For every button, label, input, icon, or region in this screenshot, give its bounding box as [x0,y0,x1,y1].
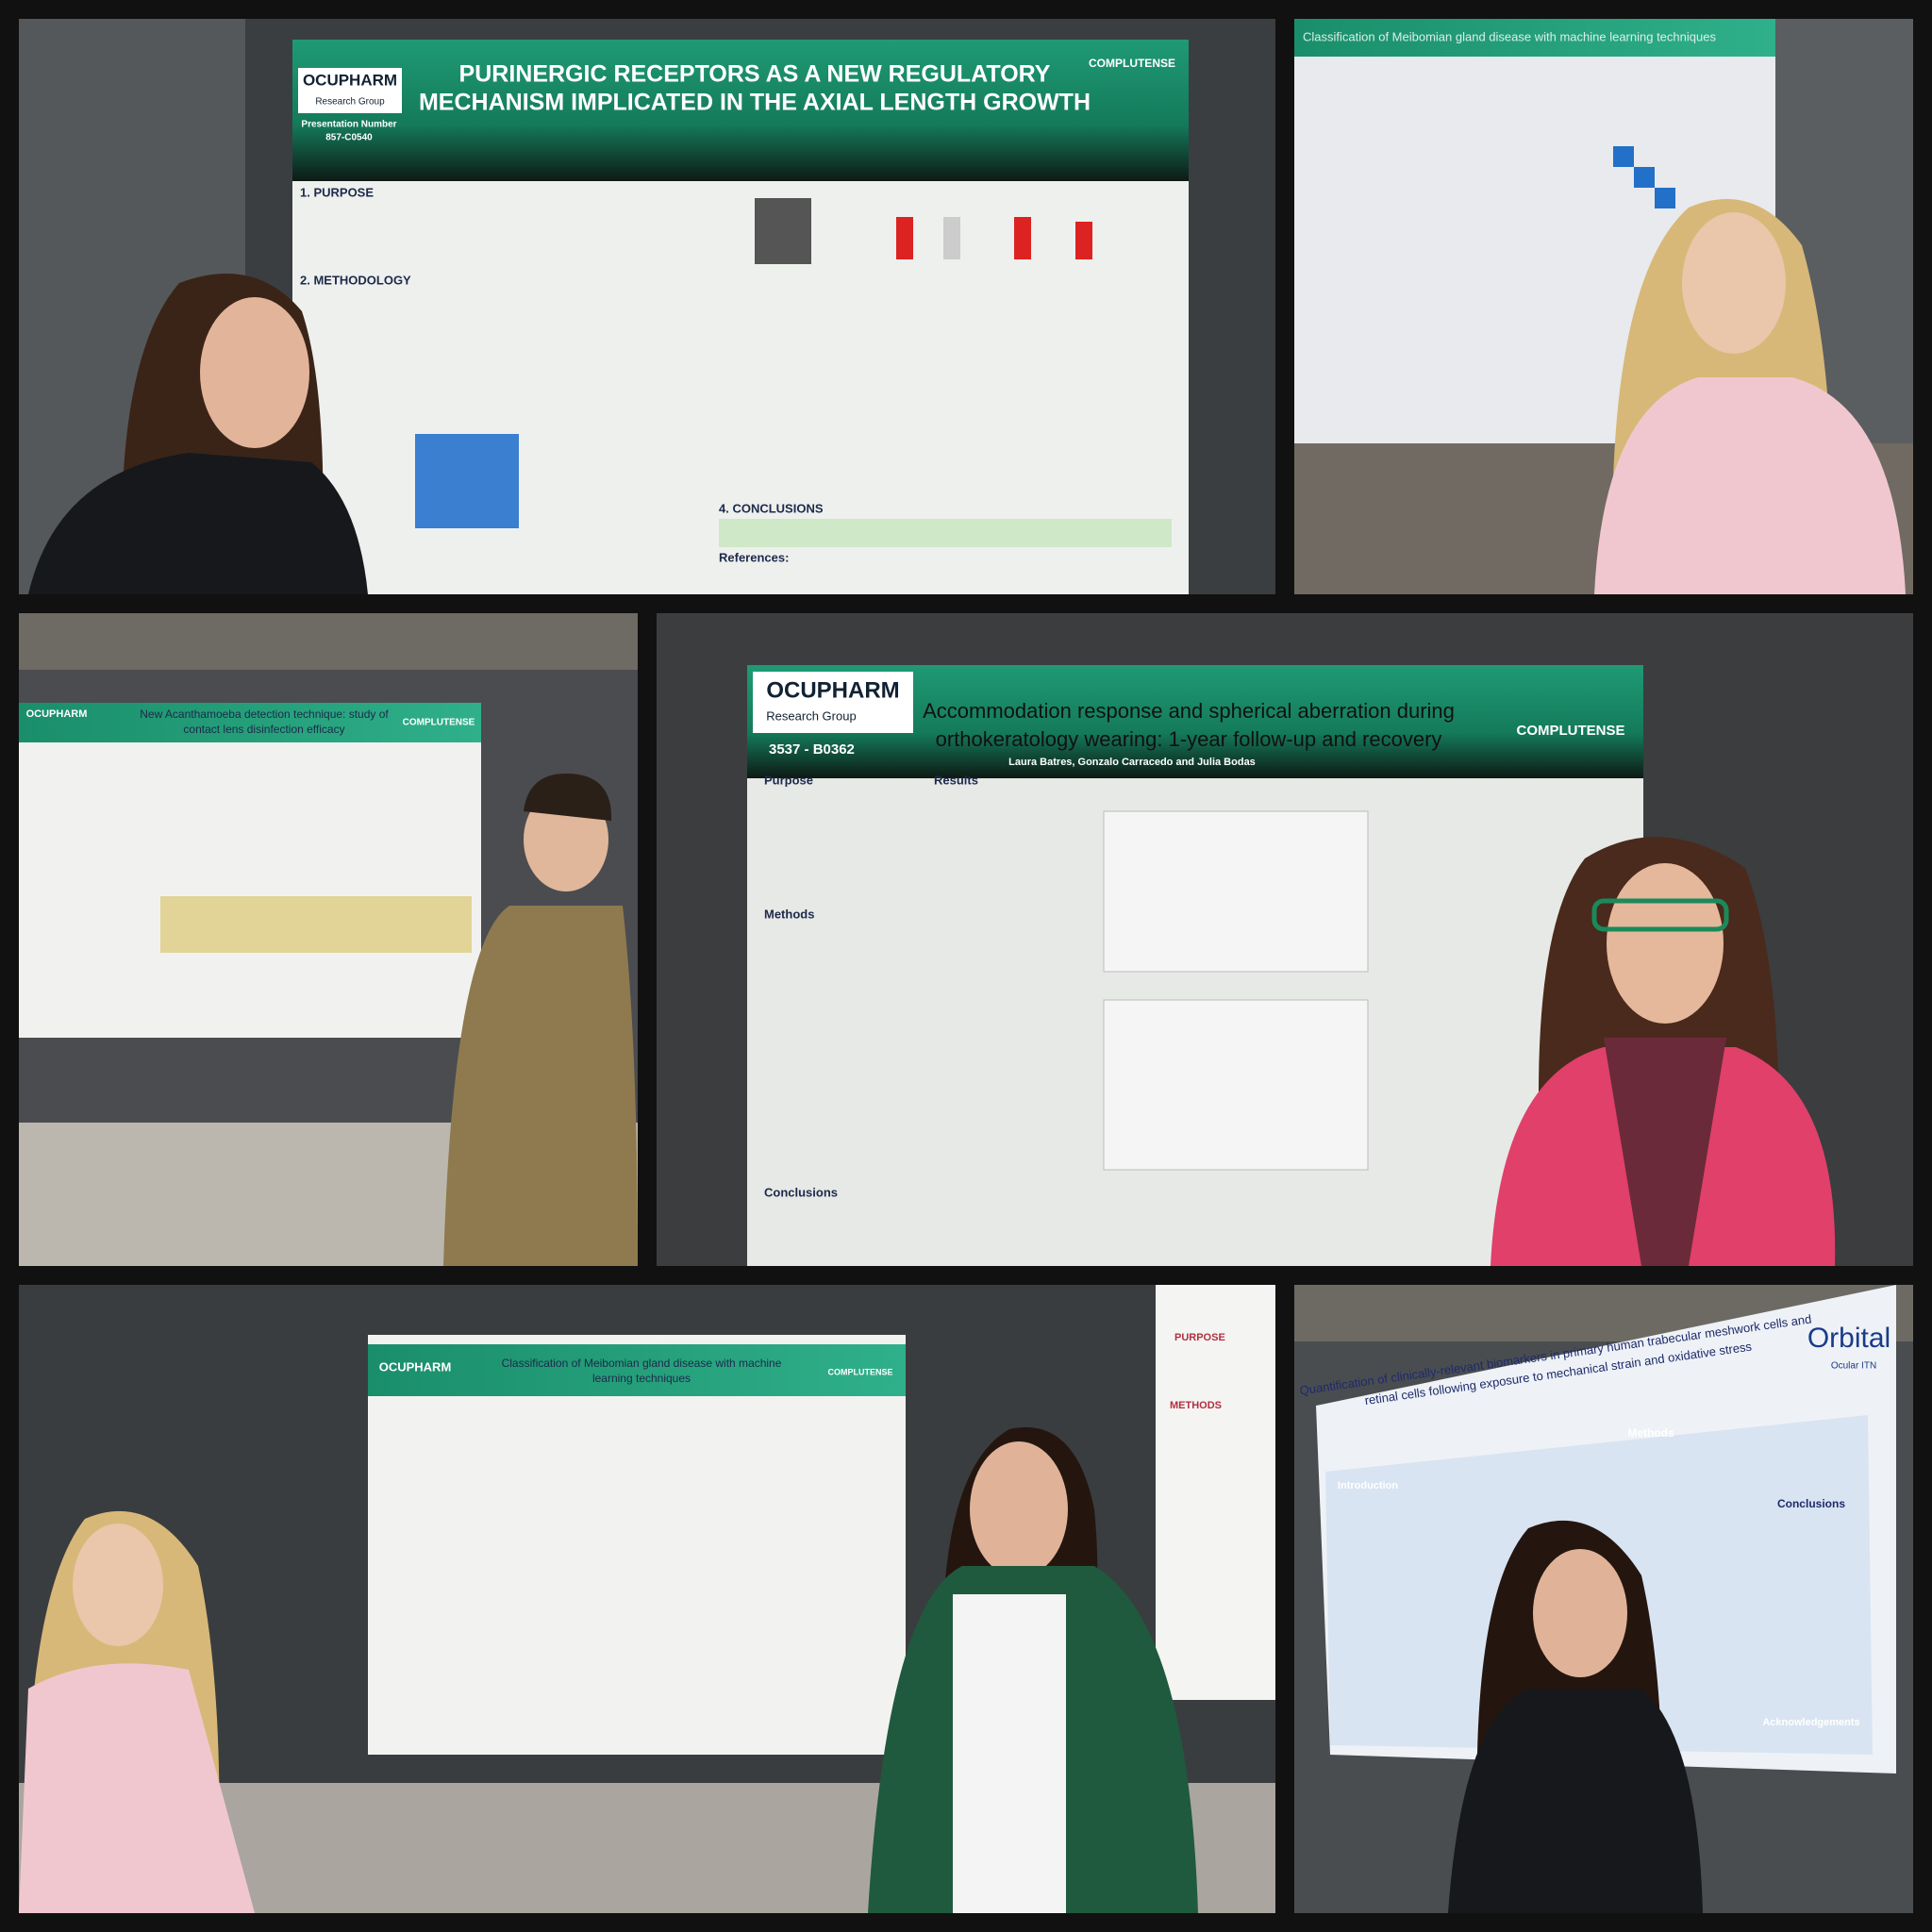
poster-title: contact lens disinfection efficacy [183,723,344,736]
authors: Laura Batres, Gonzalo Carracedo and Juli… [1008,757,1256,768]
number: 857-C0540 [325,133,373,143]
side-poster [1156,1285,1275,1700]
section-heading: Purpose [764,773,813,787]
poster-header [19,703,481,742]
poster-title: Accommodation response and spherical abe… [923,699,1455,723]
section-heading: Methods [1627,1426,1674,1440]
person-face [1533,1549,1627,1677]
logo-sub: Research Group [766,708,856,723]
section-heading: 4. CONCLUSIONS [719,501,824,515]
person-face [970,1441,1068,1577]
section-heading: Introduction [1338,1480,1398,1491]
shirt [953,1594,1066,1913]
figure [1634,167,1655,188]
section-heading: Conclusions [1777,1497,1845,1510]
section-heading: 1. PURPOSE [300,185,374,199]
person-body [1448,1689,1703,1913]
figure [896,217,913,259]
poster-header [368,1344,906,1396]
person-face [1682,212,1786,354]
section-heading: PURPOSE [1174,1332,1225,1343]
figure [943,217,960,259]
poster-title: Classification of Meibomian gland diseas… [1303,29,1716,43]
section-heading: Acknowledgements [1762,1717,1859,1728]
person-body [28,453,368,594]
figure [415,434,519,528]
figure [1075,222,1092,259]
logo-box [753,672,913,733]
logo-box [298,68,402,113]
table [1103,810,1369,973]
figure [1014,217,1031,259]
brand-sub: Ocular ITN [1831,1361,1876,1372]
logo: OCUPHARM [379,1359,452,1374]
poster-title: PURINERGIC RECEPTORS AS A NEW REGULATORY [459,61,1051,88]
figure [1655,188,1675,208]
university: COMPLUTENSE [827,1367,892,1376]
person-face [1607,863,1724,1024]
figure [1103,999,1369,1171]
photo-panel: OCUPHARM New Acanthamoeba detection tech… [19,613,638,1266]
poster-title: learning techniques [592,1372,691,1385]
person-body [1594,377,1906,594]
section-heading: References: [719,550,789,564]
number-label: Presentation Number [301,120,396,130]
person-face [200,297,309,448]
photo-panel: OCUPHARM Research Group 3537 - B0362 Acc… [657,613,1913,1266]
photo-panel: OCUPHARM Classification of Meibomian gla… [19,1285,1275,1913]
person-hair [524,774,612,821]
logo: OCUPHARM [766,677,899,703]
section-heading: Conclusions [764,1185,838,1199]
brand: Orbital [1807,1323,1890,1354]
poster [19,703,481,1038]
poster-header [292,40,1189,181]
number: 3537 - B0362 [769,741,855,758]
poster [368,1335,906,1755]
university: COMPLUTENSE [1089,57,1175,70]
logo: OCUPHARM [303,71,397,89]
photo-panel: Quantification of clinically-relevant bi… [1294,1285,1913,1913]
logo-sub: Research Group [315,97,385,108]
poster-title: New Acanthamoeba detection technique: st… [140,708,389,721]
person-body [19,1663,255,1913]
section-heading: Methods [764,907,814,921]
section-heading: 2. METHODOLOGY [300,273,411,287]
conclusion-box [719,519,1172,547]
poster-title: MECHANISM IMPLICATED IN THE AXIAL LENGTH… [419,90,1091,116]
person-face [73,1524,163,1646]
figure [1613,146,1634,167]
university: COMPLUTENSE [403,718,475,728]
logo: OCUPHARM [26,708,88,720]
person-body [443,906,638,1266]
figure [160,896,472,953]
section-heading: METHODS [1170,1400,1222,1411]
university: COMPLUTENSE [1516,723,1624,739]
poster-title: orthokeratology wearing: 1-year follow-u… [936,727,1442,751]
poster-header [1294,19,1775,57]
glasses [1591,898,1729,932]
figure [755,198,811,264]
photo-panel: Classification of Meibomian gland diseas… [1294,19,1913,594]
section-heading: Results [934,773,978,787]
ceiling [19,613,638,670]
poster-title: Classification of Meibomian gland diseas… [502,1357,782,1370]
scarf [1604,1038,1726,1266]
photo-panel: OCUPHARM Research Group Presentation Num… [19,19,1275,594]
